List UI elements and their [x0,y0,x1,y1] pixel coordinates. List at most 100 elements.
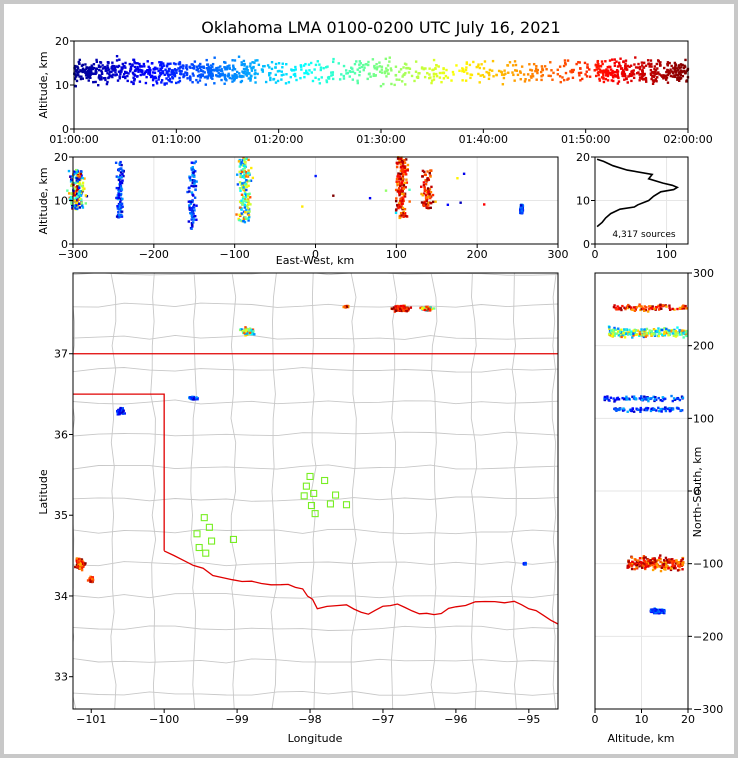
ns-height-point [617,398,621,401]
histogram-x-ticks: 0 100 [592,244,677,261]
ns-height-point [663,334,667,337]
ew-height-point [74,197,77,200]
time-height-point [118,75,121,78]
time-height-point [571,76,575,80]
ns-height-point [651,608,654,612]
ns-height-point [631,407,635,411]
time-height-point [180,70,183,73]
ew-height-point [422,183,426,187]
time-height-point [173,74,177,78]
ns-height-point [641,564,645,568]
time-height-point [104,78,107,82]
time-height-point [224,66,227,69]
time-height-point [625,66,628,70]
time-height-point [225,79,228,82]
ew-height-point [240,183,243,187]
ew-height-point [81,176,84,180]
ew-height-point [420,192,423,196]
lma-station-marker [205,523,213,531]
ns-height-point [606,396,609,400]
time-height-point [138,68,141,71]
time-height-point [679,70,682,74]
time-height-point [630,79,633,83]
ew-height-point [394,211,398,215]
time-height-point [380,65,384,68]
time-height-point [85,72,89,75]
time-height-y-tick-label: 20 [55,35,69,48]
time-height-point [586,66,589,69]
time-height-point [110,66,113,70]
time-height-point [111,73,115,76]
time-height-point [483,60,487,63]
time-height-point [437,65,440,68]
time-height-point [316,60,319,63]
time-height-point [228,67,231,70]
time-height-point [160,66,164,70]
county-line [270,273,277,709]
time-height-point [385,75,388,78]
time-height-point [242,59,246,63]
time-height-point [653,67,656,71]
ew-height-y-tick-label: 20 [54,151,68,164]
ew-height-point [120,188,124,191]
ns-height-point [651,332,655,335]
time-height-point [106,80,109,84]
plan-view-point [403,309,407,313]
ns-height-point [612,330,616,334]
time-height-point [302,64,306,67]
time-height-point [97,76,101,79]
time-height-point [644,64,648,67]
ns-height-point [639,410,642,414]
time-height-point [331,60,335,64]
ns-height-point [668,306,671,310]
ew-height-point [424,179,427,182]
ns-height-point [618,330,622,334]
ns-height-point [668,308,672,311]
time-height-point [114,74,117,77]
time-height-point [223,75,227,79]
time-height-point [104,76,107,80]
time-height-point [133,79,136,82]
ew-height-point [121,169,124,172]
time-height-point [579,67,582,70]
ew-height-point [192,203,196,207]
time-height-point [434,67,437,70]
ew-height-point [429,194,432,197]
time-height-point [199,76,202,79]
plan-view-point [82,562,86,566]
ew-height-point [248,192,251,195]
ew-height-point [402,193,406,196]
ns-height-point [643,328,646,331]
ns-height-point [671,407,675,410]
ew-height-point [77,192,81,195]
ew-height-point [244,175,248,178]
time-height-point [211,65,214,68]
ns-height-point [635,566,638,569]
ew-height-point [72,191,75,195]
time-height-point [597,67,600,70]
time-height-point [85,67,88,71]
time-height-point [325,79,328,82]
ew-height-point [193,161,196,165]
time-height-point [610,79,614,82]
time-height-point [129,65,133,69]
ns-height-point [635,333,639,336]
time-height-point [90,64,93,67]
ew-height-point [423,186,426,189]
time-height-x-tick-label: 01:50:00 [561,133,610,146]
ew-height-point [403,161,407,164]
time-height-point [629,74,632,78]
time-height-point [632,73,636,76]
ew-height-point [117,175,120,179]
time-height-point [172,71,176,75]
time-height-point [106,69,109,72]
ns-height-point [641,563,645,566]
time-height-point [116,79,120,82]
ns-height-point [663,563,667,566]
time-height-point [435,74,439,78]
ew-height-point [117,210,120,214]
ns-height-point [665,559,669,562]
time-height-point [181,67,185,70]
